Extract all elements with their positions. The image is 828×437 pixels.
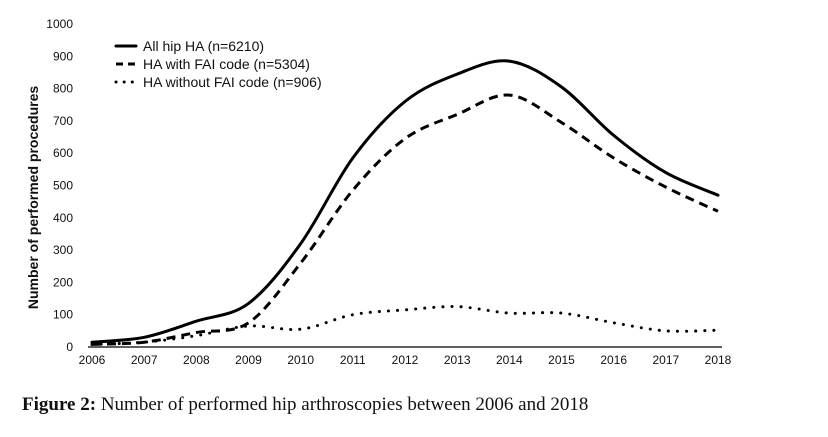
figure-caption: Figure 2: Number of performed hip arthro… (22, 394, 588, 416)
figure-caption-label: Figure 2: (22, 394, 97, 415)
y-tick-label: 500 (53, 179, 73, 193)
series-all-hip-ha-line (90, 59, 720, 344)
figure-caption-text: Number of performed hip arthroscopies be… (96, 394, 589, 415)
y-tick-label: 300 (53, 243, 73, 257)
y-tick-label: 0 (66, 340, 73, 354)
x-tick-label: 2009 (235, 353, 262, 367)
x-tick-label: 2018 (705, 353, 732, 367)
x-tick-label: 2013 (444, 353, 471, 367)
x-tick-label: 2011 (340, 353, 366, 367)
legend-all-hip-ha-label: All hip HA (n=6210) (143, 38, 264, 54)
x-tick-label: 2015 (548, 353, 575, 367)
y-tick-label: 800 (53, 82, 73, 96)
y-tick-label: 100 (53, 308, 73, 322)
y-tick-label: 400 (53, 211, 73, 225)
series-lines (90, 59, 720, 346)
x-tick-label: 2010 (287, 353, 314, 367)
x-axis-ticks: 2006 2007 2008 2009 2010 2011 2012 2013 2014 2015… (79, 353, 732, 367)
y-tick-label: 200 (53, 275, 73, 289)
y-tick-label: 700 (53, 114, 73, 128)
x-tick-label: 2006 (79, 353, 106, 367)
legend: All hip HA (n=6210) HA with FAI code (n=5… (114, 38, 322, 90)
y-axis-ticks: 0 100 200 300 400 500 600 700 800 900 1000 (46, 17, 73, 354)
legend-ha-with-fai-label: HA with FAI code (n=5304) (143, 56, 310, 72)
series-ha-without-fai-line (90, 305, 720, 346)
x-tick-label: 2016 (600, 353, 627, 367)
x-tick-label: 2017 (652, 353, 679, 367)
legend-ha-without-fai-label: HA without FAI code (n=906) (143, 74, 322, 90)
x-tick-label: 2007 (131, 353, 158, 367)
y-tick-label: 600 (53, 146, 73, 160)
x-tick-label: 2014 (496, 353, 523, 367)
y-tick-label: 900 (53, 49, 73, 63)
x-tick-label: 2008 (183, 353, 210, 367)
x-tick-label: 2012 (392, 353, 419, 367)
y-axis-label: Number of performed procedures (25, 86, 41, 309)
series-ha-with-fai-line (91, 93, 719, 346)
y-tick-label: 1000 (46, 17, 73, 31)
